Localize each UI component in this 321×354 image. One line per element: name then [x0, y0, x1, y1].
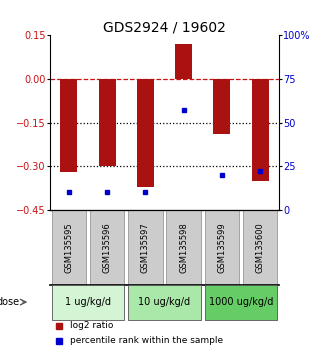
- Text: 1000 ug/kg/d: 1000 ug/kg/d: [209, 297, 273, 307]
- Bar: [166, 210, 201, 285]
- Title: GDS2924 / 19602: GDS2924 / 19602: [103, 20, 226, 34]
- Bar: [52, 285, 124, 320]
- Bar: [243, 210, 277, 285]
- Bar: [252, 79, 269, 181]
- Bar: [128, 210, 163, 285]
- Bar: [205, 285, 277, 320]
- Text: 1 ug/kg/d: 1 ug/kg/d: [65, 297, 111, 307]
- Text: GSM135597: GSM135597: [141, 222, 150, 273]
- Text: dose: dose: [0, 297, 20, 307]
- Bar: [205, 210, 239, 285]
- Text: 10 ug/kg/d: 10 ug/kg/d: [138, 297, 191, 307]
- Bar: [128, 285, 201, 320]
- Bar: [60, 79, 77, 172]
- Text: GSM135598: GSM135598: [179, 222, 188, 273]
- Bar: [175, 44, 192, 79]
- Bar: [137, 79, 154, 187]
- Bar: [90, 210, 124, 285]
- Text: GSM135596: GSM135596: [103, 222, 112, 273]
- Text: percentile rank within the sample: percentile rank within the sample: [70, 336, 223, 346]
- Bar: [213, 79, 230, 134]
- Bar: [52, 210, 86, 285]
- Text: log2 ratio: log2 ratio: [70, 321, 114, 330]
- Bar: [99, 79, 116, 166]
- Text: GSM135595: GSM135595: [65, 222, 74, 273]
- Text: GSM135600: GSM135600: [256, 222, 265, 273]
- Text: GSM135599: GSM135599: [217, 222, 226, 273]
